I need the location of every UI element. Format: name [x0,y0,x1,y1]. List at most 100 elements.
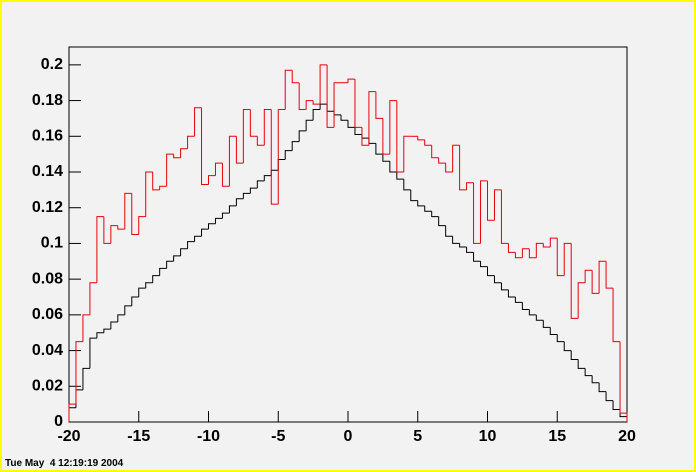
histogram-bin [452,236,460,244]
histogram-bin [270,109,279,205]
histogram-bin [354,127,362,135]
histogram-bin [221,163,230,187]
y-tick-label: 0.04 [32,342,63,359]
histogram-bin [242,192,251,199]
histogram-bin [89,282,97,315]
histogram-bin [256,180,265,189]
histogram-bin [124,192,132,230]
histogram-bin [180,248,188,256]
histogram-bin [235,136,244,164]
histogram-bin [382,118,390,155]
histogram-bin [431,211,439,218]
histogram-bin [117,314,125,322]
histogram-bin [124,305,132,315]
histogram-bin [500,282,509,291]
histogram-bin [305,119,314,131]
x-tick-label: -5 [271,428,285,445]
histogram-bin [194,107,202,137]
histogram-bin [528,248,537,259]
histogram-bin [549,327,558,335]
histogram-bin [459,145,467,191]
histogram-bin [145,282,153,289]
histogram-bin [417,200,425,207]
histogram-bin [347,120,355,128]
histogram-bin [145,171,153,217]
histogram-bin [298,130,307,142]
histogram-bin [187,135,195,149]
histogram-bin [403,135,411,172]
histogram-bin [208,175,216,185]
histogram-bin [152,172,160,191]
histogram-bin [459,243,467,248]
histogram-bin [291,141,300,151]
histogram-bin [110,321,118,330]
histogram-bin [480,180,488,244]
histogram-bin [131,296,139,306]
histogram-bin [598,382,607,393]
x-tick-label: -10 [197,428,220,445]
histogram-bin [598,260,607,294]
histogram-bin [556,238,565,277]
histogram-bin [500,189,509,244]
histogram-bin [138,216,146,235]
histogram-bin [263,109,272,146]
histogram-bin [375,91,383,119]
histogram-bin [445,163,453,173]
histogram-bin [487,266,495,277]
plot-frame [68,46,628,423]
histogram-bin [591,270,600,294]
histogram-bin [173,255,181,262]
histogram-bin [480,261,488,268]
histogram-bin [277,109,286,205]
histogram-bin [424,139,432,146]
histogram-bin [619,341,628,422]
histogram-bin [514,297,523,303]
histogram-bin [473,182,481,244]
histogram-bin [110,225,118,244]
histogram-bin [249,187,258,194]
histogram-bin [361,127,369,146]
histogram-bin [152,275,160,283]
histogram-bin [368,91,376,146]
histogram-bin [340,114,348,121]
histogram-bin [535,242,544,258]
histogram-bin [319,64,328,105]
histogram-bin [326,64,335,128]
histogram-bin [403,179,411,191]
histogram-bin [284,69,293,110]
footer: Tue May 4 12:19:19 2004 [5,458,124,469]
histogram-bin [521,248,530,258]
x-tick-label: 0 [344,428,353,445]
histogram-bin [466,247,474,253]
histogram-bin [563,242,572,276]
histogram-bin [75,341,83,405]
histogram-bin [382,154,390,162]
histogram-bin [612,400,621,410]
y-tick-label: 0.2 [41,56,63,73]
histogram-bin [591,375,600,384]
histogram-bin [201,228,209,237]
y-tick-label: 0.08 [32,270,63,287]
x-tick-label: 5 [413,428,422,445]
histogram-bin [507,243,516,253]
histogram-bin [194,235,202,242]
histogram-bin [96,216,104,283]
histogram-bin [410,189,418,202]
histogram-bin [166,260,174,269]
y-tick-label: 0.14 [32,163,63,180]
histogram-bin [445,225,453,237]
x-tick-label: 20 [618,428,636,445]
x-tick-label: -15 [127,428,150,445]
histogram-bin [438,216,446,227]
histogram-bin [424,205,432,212]
histogram-bin [493,275,502,284]
histogram-bin [201,107,209,185]
histogram-bin [131,193,139,235]
histogram-bin [612,288,621,343]
histogram-bin [256,136,265,146]
y-tick-label: 0.02 [32,378,63,395]
histogram-bin [521,302,530,310]
histogram-bin [235,198,244,206]
histogram-bin [96,332,104,339]
